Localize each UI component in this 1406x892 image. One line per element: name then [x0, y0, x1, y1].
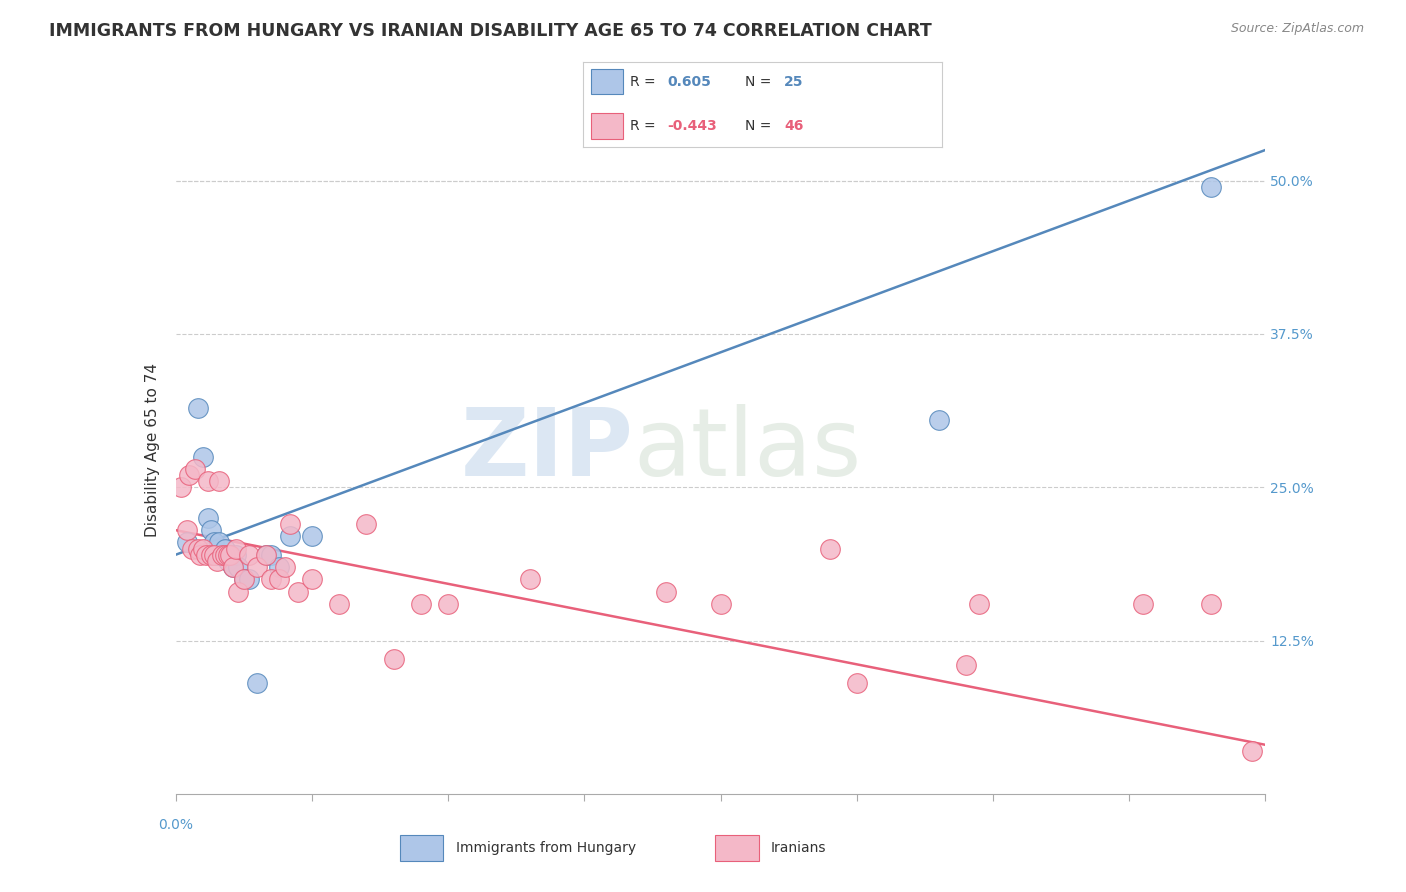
- Point: [217, 554, 239, 568]
- Point: [655, 584, 678, 599]
- Point: [225, 548, 247, 562]
- Point: [170, 480, 193, 494]
- Point: [301, 572, 323, 586]
- Point: [191, 450, 214, 464]
- Point: [211, 548, 233, 562]
- Point: [969, 597, 991, 611]
- Point: [214, 541, 236, 556]
- Point: [179, 467, 201, 482]
- Point: [246, 560, 269, 574]
- Text: Immigrants from Hungary: Immigrants from Hungary: [456, 841, 636, 855]
- Point: [186, 401, 209, 415]
- Bar: [716, 836, 759, 861]
- Text: 0.0%: 0.0%: [159, 818, 193, 832]
- Point: [217, 548, 239, 562]
- Text: IMMIGRANTS FROM HUNGARY VS IRANIAN DISABILITY AGE 65 TO 74 CORRELATION CHART: IMMIGRANTS FROM HUNGARY VS IRANIAN DISAB…: [49, 22, 932, 40]
- Point: [232, 572, 254, 586]
- Point: [278, 529, 301, 543]
- Point: [194, 548, 217, 562]
- Point: [232, 572, 254, 586]
- Point: [176, 523, 198, 537]
- Point: [1199, 179, 1222, 194]
- Point: [200, 548, 222, 562]
- Text: Source: ZipAtlas.com: Source: ZipAtlas.com: [1230, 22, 1364, 36]
- Point: [1240, 744, 1263, 758]
- Point: [356, 517, 378, 532]
- Point: [208, 535, 231, 549]
- Point: [202, 548, 225, 562]
- Point: [228, 560, 250, 574]
- Text: R =: R =: [630, 75, 659, 88]
- Point: [219, 548, 242, 562]
- Point: [205, 554, 228, 568]
- Point: [1199, 597, 1222, 611]
- Point: [186, 541, 209, 556]
- Point: [274, 560, 297, 574]
- Point: [260, 548, 283, 562]
- Point: [845, 676, 868, 690]
- Point: [260, 572, 283, 586]
- Point: [301, 529, 323, 543]
- Text: R =: R =: [630, 119, 659, 133]
- Point: [710, 597, 733, 611]
- Bar: [591, 113, 623, 139]
- Text: N =: N =: [745, 119, 776, 133]
- Point: [269, 560, 291, 574]
- Text: N =: N =: [745, 75, 776, 88]
- Point: [328, 597, 350, 611]
- Point: [238, 548, 260, 562]
- Text: 0.605: 0.605: [668, 75, 711, 88]
- Point: [191, 541, 214, 556]
- Text: 46: 46: [785, 119, 804, 133]
- Point: [197, 474, 219, 488]
- Point: [184, 462, 207, 476]
- Point: [246, 676, 269, 690]
- Point: [202, 535, 225, 549]
- Point: [197, 511, 219, 525]
- Point: [219, 548, 242, 562]
- Point: [818, 541, 841, 556]
- Text: ZIP: ZIP: [461, 404, 633, 497]
- Text: atlas: atlas: [633, 404, 862, 497]
- Bar: [591, 69, 623, 95]
- Point: [208, 474, 231, 488]
- Point: [214, 548, 236, 562]
- Point: [225, 541, 247, 556]
- Text: 25: 25: [785, 75, 804, 88]
- Point: [519, 572, 541, 586]
- Point: [176, 535, 198, 549]
- Point: [254, 548, 277, 562]
- Point: [222, 560, 245, 574]
- Point: [222, 560, 245, 574]
- Point: [928, 413, 950, 427]
- Point: [200, 523, 222, 537]
- Text: Iranians: Iranians: [770, 841, 827, 855]
- Point: [188, 548, 211, 562]
- Point: [181, 541, 204, 556]
- Point: [278, 517, 301, 532]
- Point: [269, 572, 291, 586]
- Point: [955, 658, 977, 673]
- Point: [254, 548, 277, 562]
- Point: [1132, 597, 1154, 611]
- Y-axis label: Disability Age 65 to 74: Disability Age 65 to 74: [145, 363, 160, 538]
- Point: [382, 652, 405, 666]
- Bar: [399, 836, 443, 861]
- Point: [409, 597, 432, 611]
- Point: [238, 572, 260, 586]
- Text: -0.443: -0.443: [668, 119, 717, 133]
- Point: [211, 548, 233, 562]
- Point: [437, 597, 460, 611]
- Point: [228, 584, 250, 599]
- Point: [205, 548, 228, 562]
- Point: [287, 584, 309, 599]
